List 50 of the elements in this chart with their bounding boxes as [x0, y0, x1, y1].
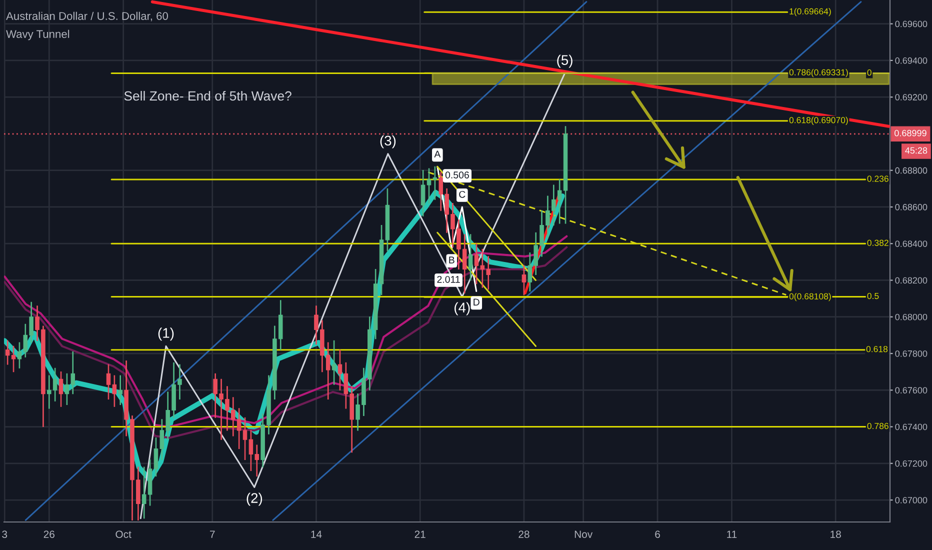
x-tick-label: 11: [727, 530, 737, 538]
text: Wavy Tunnel: [6, 30, 70, 40]
y-tick-label: 0.68400: [895, 240, 928, 247]
y-tick-label: 0.67600: [895, 387, 928, 394]
series-label: 0.236: [867, 176, 888, 182]
ref-line-label: 0.68999: [894, 130, 926, 136]
annotation: (4): [454, 302, 470, 316]
annotation: (5): [557, 54, 572, 68]
annotation: A: [434, 150, 441, 158]
series-label: 0.618(0.69070): [789, 116, 848, 125]
series-label: 0.618: [866, 346, 888, 352]
annotation: (1): [158, 328, 174, 341]
text: 45:28: [905, 147, 928, 154]
y-tick-label: 0.68000: [895, 314, 928, 320]
series-label: 0.786(0.69331): [789, 69, 848, 78]
annotation: (3): [380, 135, 396, 148]
x-tick-label: Oct: [116, 530, 132, 538]
series-label: 0.382: [867, 240, 888, 246]
y-tick-label: 0.68200: [895, 277, 928, 284]
x-tick-label: 21: [414, 530, 426, 538]
y-tick-label: 0.69600: [895, 20, 928, 28]
x-tick-label: 3: [2, 530, 8, 538]
y-tick-label: 0.67000: [895, 496, 928, 504]
x-tick-label: 28: [518, 530, 530, 538]
series-label: 0.5: [867, 292, 879, 300]
y-tick-label: 0.68800: [895, 167, 928, 174]
annotation: (2): [246, 492, 262, 506]
x-tick-label: 14: [311, 530, 322, 538]
series-label: 0.786: [867, 422, 888, 430]
annotation: Sell Zone- End of 5th Wave?: [124, 90, 292, 101]
y-tick-label: 0.67400: [895, 424, 928, 430]
y-tick-label: 0.69400: [895, 57, 928, 64]
x-tick-label: 18: [830, 530, 841, 538]
annotation: C: [459, 190, 466, 198]
y-tick-label: 0.67800: [895, 350, 928, 357]
series-label: 0(0.68108): [789, 293, 831, 302]
annotation: B: [449, 256, 454, 264]
annotation: 0.506: [445, 172, 469, 178]
x-tick-label: 7: [210, 530, 215, 538]
y-tick-label: 0.68600: [895, 204, 928, 210]
x-tick-label: 26: [44, 530, 54, 538]
annotation: D: [474, 298, 480, 306]
series-label: 1(0.69664): [790, 8, 831, 16]
text: Australian Dollar / U.S. Dollar, 60: [6, 12, 168, 22]
y-tick-label: 0.67200: [895, 460, 928, 467]
series-label: 0: [867, 69, 872, 76]
x-tick-label: 6: [655, 530, 660, 538]
annotation: 2.011: [437, 276, 460, 283]
x-tick-label: Nov: [574, 530, 593, 538]
y-tick-label: 0.69200: [895, 94, 928, 100]
